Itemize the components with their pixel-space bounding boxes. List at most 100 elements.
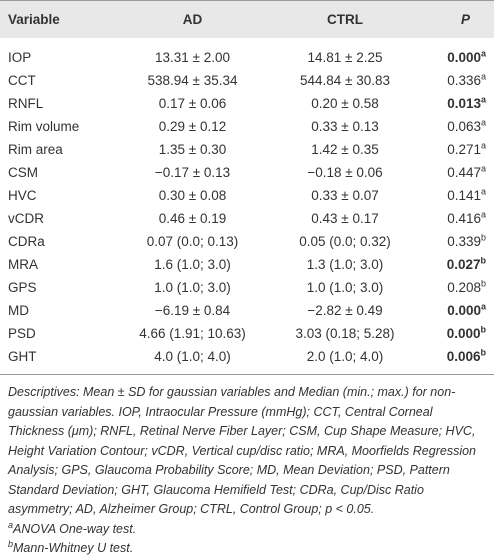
variable-cell: CSM [8, 165, 38, 180]
p-value: 0.416 [447, 211, 481, 226]
p-cell: 0.006b [415, 345, 494, 375]
ctrl-cell: 2.0 (1.0; 4.0) [275, 345, 415, 375]
header-cell: P [460, 12, 470, 27]
table-row: GPS 1.0 (1.0; 3.0) 1.0 (1.0; 3.0) 0.208b [0, 276, 494, 299]
table-row: GHT 4.0 (1.0; 4.0) 2.0 (1.0; 4.0) 0.006b [0, 345, 494, 375]
p-value: 0.000 [446, 326, 481, 341]
p-cell: 0.271a [415, 138, 494, 161]
ad-cell: 1.6 (1.0; 3.0) [154, 257, 231, 272]
ad-cell: 4.66 (1.91; 10.63) [139, 326, 246, 341]
table-row: CCT 538.94 ± 35.34 544.84 ± 30.83 0.336a [0, 69, 494, 92]
data-table: Variable AD CTRL P IOP 13.31 ± 2.00 14.81 … [0, 0, 494, 375]
ad-cell: 538.94 ± 35.34 [147, 73, 238, 88]
ad-cell: 13.31 ± 2.00 [155, 50, 230, 65]
variable-cell: CCT [8, 73, 36, 88]
variable-cell: Rim volume [8, 119, 80, 134]
variable-cell: GPS [8, 280, 37, 295]
table-row: CDRa 0.07 (0.0; 0.13) 0.05 (0.0; 0.32) 0.33… [0, 230, 494, 253]
variable-cell: MD [8, 303, 29, 318]
variable-cell: HVC [8, 188, 37, 203]
variable-cell: IOP [8, 50, 32, 65]
description: Descriptives: Mean ± SD for gaussian var… [8, 385, 477, 516]
footnote: aANOVA One-way test. [8, 520, 486, 540]
table-row: PSD 4.66 (1.91; 10.63) 3.03 (0.18; 5.28) 0.… [0, 322, 494, 345]
p-note: a [480, 71, 486, 82]
p-note: a [480, 117, 486, 128]
table-body: IOP 13.31 ± 2.00 14.81 ± 2.25 0.000a CCT 538.… [0, 38, 494, 375]
footnote: bMann-Whitney U test. [8, 539, 486, 559]
p-value: 0.000 [447, 50, 481, 65]
header-cell: AD [182, 12, 203, 27]
variable-cell: GHT [0, 345, 110, 375]
header-row: Variable AD CTRL P [0, 0, 494, 38]
p-value: 0.447 [447, 165, 481, 180]
variable-cell: PSD [8, 326, 36, 341]
p-cell: 0.000b [415, 322, 494, 345]
table-row: IOP 13.31 ± 2.00 14.81 ± 2.25 0.000a [0, 38, 494, 69]
table-row: MRA 1.6 (1.0; 3.0) 1.3 (1.0; 3.0) 0.027b [0, 253, 494, 276]
ctrl-cell: 1.3 (1.0; 3.0) [306, 257, 384, 272]
variable-cell: vCDR [8, 211, 44, 226]
ctrl-cell: 0.05 (0.0; 0.32) [299, 234, 391, 249]
p-cell: 0.141a [415, 184, 494, 207]
table-row: CSM −0.17 ± 0.13 −0.18 ± 0.06 0.447a [0, 161, 494, 184]
p-note: a [480, 163, 486, 174]
p-note: a [480, 94, 486, 105]
p-note: b [480, 232, 486, 243]
footnote-mark: a [8, 519, 14, 530]
ad-cell: −0.17 ± 0.13 [154, 165, 231, 180]
ad-cell: 0.46 ± 0.19 [158, 211, 227, 226]
p-value: 0.336 [447, 73, 481, 88]
ctrl-cell: 0.20 ± 0.58 [311, 96, 379, 111]
table-row: RNFL 0.17 ± 0.06 0.20 ± 0.58 0.013a [0, 92, 494, 115]
p-note: a [480, 301, 486, 312]
variable-cell: MRA [8, 257, 38, 272]
p-cell: 0.336a [415, 69, 494, 92]
ctrl-cell: 1.42 ± 0.35 [311, 142, 379, 157]
p-cell: 0.339b [415, 230, 494, 253]
variable-cell: Rim area [8, 142, 63, 157]
ad-cell: 0.30 ± 0.08 [158, 188, 227, 203]
variable-cell: CDRa [8, 234, 45, 249]
p-cell: 0.063a [415, 115, 494, 138]
ad-cell: 1.35 ± 0.30 [158, 142, 227, 157]
ctrl-cell: −2.82 ± 0.49 [307, 303, 383, 318]
variable-cell: RNFL [8, 96, 44, 111]
ctrl-cell: 14.81 ± 2.25 [307, 50, 383, 65]
ctrl-cell: 0.43 ± 0.17 [311, 211, 379, 226]
ad-cell: −6.19 ± 0.84 [154, 303, 231, 318]
p-cell: 0.416a [415, 207, 494, 230]
p-value: 0.063 [447, 119, 481, 134]
ad-cell: 1.0 (1.0; 3.0) [154, 280, 231, 295]
p-cell: 0.000a [415, 299, 494, 322]
p-value: 0.141 [447, 188, 481, 203]
p-value: 0.271 [447, 142, 481, 157]
p-note: b [480, 255, 487, 266]
table-row: Rim area 1.35 ± 0.30 1.42 ± 0.35 0.271a [0, 138, 494, 161]
table-row: Rim volume 0.29 ± 0.12 0.33 ± 0.13 0.063a [0, 115, 494, 138]
ad-cell: 0.17 ± 0.06 [158, 96, 227, 111]
header-cell: Variable [8, 12, 60, 27]
ad-cell: 4.0 (1.0; 4.0) [110, 345, 275, 375]
ctrl-cell: 1.0 (1.0; 3.0) [306, 280, 384, 295]
table-row: vCDR 0.46 ± 0.19 0.43 ± 0.17 0.416a [0, 207, 494, 230]
footnote-mark: b [8, 538, 14, 549]
p-note: a [480, 209, 486, 220]
p-cell: 0.013a [415, 92, 494, 115]
ctrl-cell: 3.03 (0.18; 5.28) [295, 326, 395, 341]
footnote-text: ANOVA One-way test. [13, 521, 137, 536]
p-note: b [480, 347, 487, 358]
p-value: 0.339 [447, 234, 481, 249]
ctrl-cell: 0.33 ± 0.07 [311, 188, 379, 203]
p-note: a [480, 186, 486, 197]
table-header: Variable AD CTRL P [0, 0, 494, 38]
ad-cell: 0.29 ± 0.12 [158, 119, 227, 134]
footnotes: Descriptives: Mean ± SD for gaussian var… [0, 375, 494, 559]
p-note: a [480, 48, 486, 59]
p-cell: 0.208b [415, 276, 494, 299]
table-row: MD −6.19 ± 0.84 −2.82 ± 0.49 0.000a [0, 299, 494, 322]
p-value: 0.027 [446, 257, 481, 272]
p-note: b [480, 324, 487, 335]
p-cell: 0.447a [415, 161, 494, 184]
